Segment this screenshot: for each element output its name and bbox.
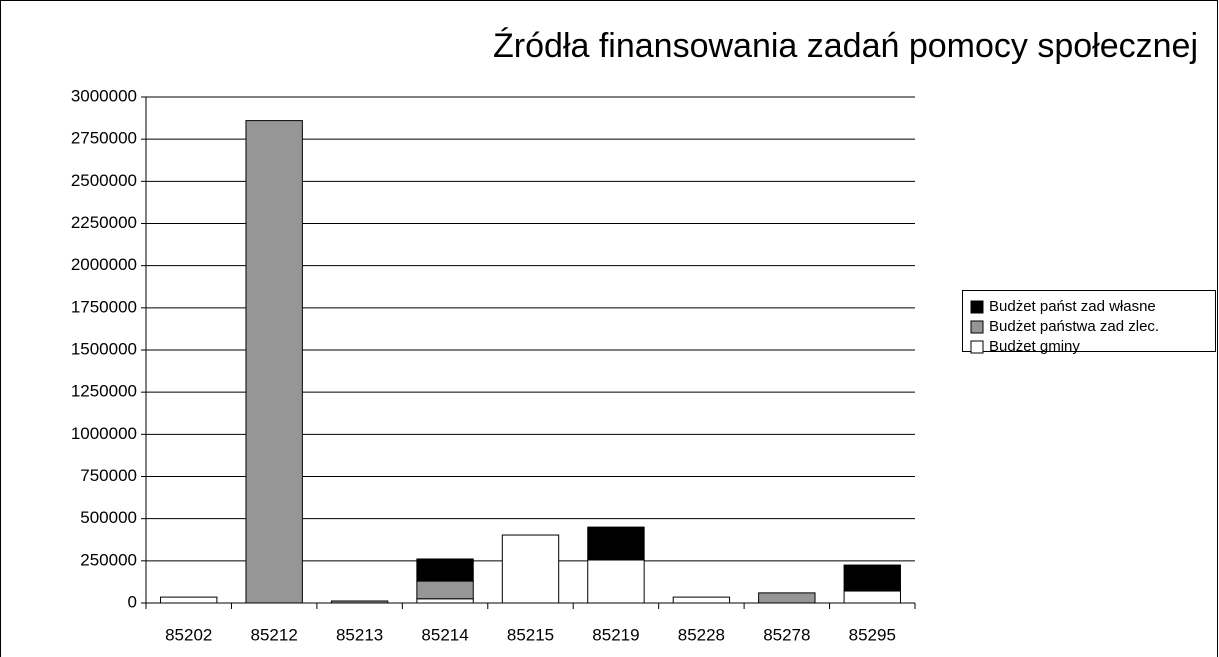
x-tick-label: 85214: [421, 625, 468, 644]
bar-segment: [587, 526, 645, 561]
x-tick-label: 85295: [849, 625, 896, 644]
bar-segment: [758, 592, 816, 604]
bar-segment: [245, 120, 303, 604]
y-tick-label: 2750000: [71, 129, 137, 148]
bar-segment: [843, 564, 901, 592]
y-tick-label: 1500000: [71, 339, 137, 358]
x-tick-label: 85219: [592, 625, 639, 644]
y-tick-label: 500000: [80, 508, 137, 527]
legend-label: Budżet państ zad własne: [989, 298, 1156, 315]
x-tick-label: 85228: [678, 625, 725, 644]
bar-segment: [416, 598, 474, 604]
bar-segment: [416, 580, 474, 600]
y-tick-label: 1000000: [71, 424, 137, 443]
y-tick-label: 250000: [80, 550, 137, 569]
x-tick-label: 85213: [336, 625, 383, 644]
bar-segment: [672, 596, 731, 604]
legend-swatch: [970, 340, 984, 354]
bar-segment: [330, 600, 389, 604]
y-tick-label: 2500000: [71, 171, 137, 190]
y-tick-label: 750000: [80, 466, 137, 485]
x-tick-label: 85278: [763, 625, 810, 644]
bar-segment: [587, 559, 645, 604]
chart-title: Źródła finansowania zadań pomocy społecz…: [493, 27, 1198, 65]
legend-swatch: [970, 320, 984, 334]
bar-segment: [160, 596, 218, 604]
x-tick-label: 85212: [251, 625, 298, 644]
y-tick-label: 2000000: [71, 255, 137, 274]
bar-segment: [416, 558, 474, 582]
legend-swatch: [970, 300, 984, 314]
bar-segment: [501, 534, 560, 604]
x-tick-label: 85202: [165, 625, 212, 644]
y-tick-label: 3000000: [71, 86, 137, 105]
legend-box: [962, 290, 1216, 352]
legend-label: Budżet gminy: [989, 338, 1080, 355]
y-tick-label: 0: [128, 592, 137, 611]
y-tick-label: 2250000: [71, 213, 137, 232]
x-tick-label: 85215: [507, 625, 554, 644]
y-tick-label: 1250000: [71, 382, 137, 401]
legend-label: Budżet państwa zad zlec.: [989, 318, 1159, 335]
y-tick-label: 1750000: [71, 297, 137, 316]
bar-segment: [843, 590, 901, 604]
